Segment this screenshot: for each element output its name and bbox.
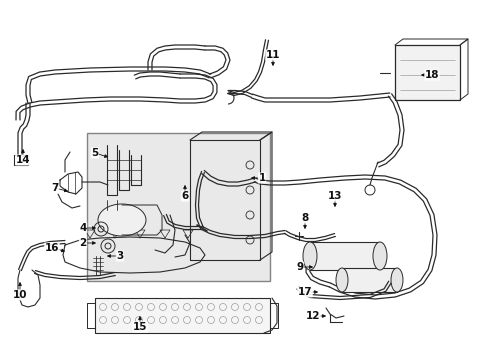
Ellipse shape <box>335 268 347 292</box>
Text: 10: 10 <box>13 290 27 300</box>
Text: 4: 4 <box>79 223 86 233</box>
Text: 7: 7 <box>51 183 59 193</box>
Text: 2: 2 <box>79 238 86 248</box>
Text: 11: 11 <box>265 50 280 60</box>
Text: 13: 13 <box>327 191 342 201</box>
Bar <box>95 298 269 333</box>
Text: 1: 1 <box>258 173 265 183</box>
Text: 6: 6 <box>181 191 188 201</box>
Text: 5: 5 <box>91 148 99 158</box>
Ellipse shape <box>372 242 386 270</box>
Text: 9: 9 <box>296 262 303 272</box>
Text: 17: 17 <box>297 287 312 297</box>
Text: 8: 8 <box>301 213 308 223</box>
Bar <box>87 133 269 281</box>
Text: 18: 18 <box>424 70 438 80</box>
Text: 15: 15 <box>132 322 147 332</box>
Ellipse shape <box>98 204 146 236</box>
Bar <box>341 268 396 292</box>
Ellipse shape <box>303 242 316 270</box>
Text: 12: 12 <box>305 311 320 321</box>
Text: 3: 3 <box>116 251 123 261</box>
Text: 16: 16 <box>45 243 59 253</box>
Bar <box>394 45 459 100</box>
Bar <box>309 242 379 270</box>
Ellipse shape <box>390 268 402 292</box>
Text: 14: 14 <box>16 155 30 165</box>
